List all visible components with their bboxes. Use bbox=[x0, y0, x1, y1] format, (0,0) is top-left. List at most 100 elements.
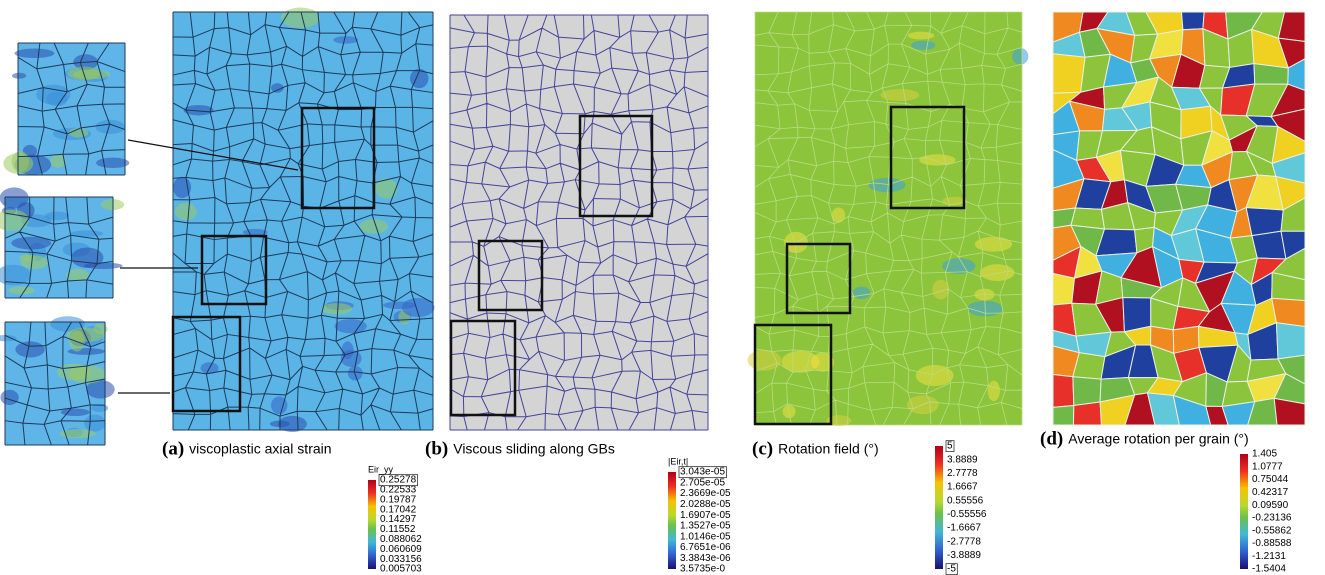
colorbar bbox=[1240, 454, 1248, 569]
strain-spot bbox=[932, 279, 950, 300]
colorbar-label: 2.3669e-05 bbox=[680, 488, 731, 499]
colorbar-label: -1.2131 bbox=[1252, 551, 1286, 562]
label-box bbox=[378, 474, 418, 487]
strain-spot bbox=[0, 264, 31, 286]
strain-spot bbox=[14, 48, 55, 59]
colorbar-label: 2.0288e-05 bbox=[680, 499, 731, 510]
colorbar-label: 0.75044 bbox=[1252, 474, 1289, 485]
strain-spot bbox=[59, 429, 96, 439]
grain bbox=[1052, 272, 1076, 306]
zoom-box bbox=[477, 239, 544, 312]
micrograph bbox=[0, 187, 125, 299]
colorbar bbox=[935, 446, 943, 569]
strain-spot bbox=[0, 335, 17, 342]
colorbar-label: -1.6667 bbox=[947, 523, 981, 534]
strain-spot bbox=[8, 286, 35, 295]
zoom-box bbox=[785, 242, 852, 315]
strain-spot bbox=[95, 119, 126, 134]
grain-boundaries bbox=[4, 321, 106, 446]
captions: (a) viscoplastic axial strain Eir_yy0.2527… bbox=[162, 428, 1292, 575]
strain-spot bbox=[93, 323, 108, 335]
strain-spot bbox=[974, 236, 1013, 252]
label-box bbox=[678, 466, 727, 479]
label-box bbox=[945, 440, 955, 453]
colorbar-label: 1.0777 bbox=[1252, 461, 1283, 472]
grain bbox=[1072, 401, 1102, 426]
grain-boundaries bbox=[17, 42, 126, 176]
micrograph bbox=[449, 14, 709, 431]
strain-spot bbox=[69, 364, 106, 384]
zoom-box bbox=[578, 114, 654, 218]
colorbar-label: -0.23136 bbox=[1252, 513, 1292, 524]
panel-caption: Average rotation per grain (°) bbox=[1068, 431, 1248, 447]
micrograph-bg bbox=[173, 12, 433, 430]
strain-spot bbox=[321, 303, 353, 315]
strain-spot bbox=[911, 40, 936, 50]
colorbar-label: 2.7778 bbox=[947, 468, 978, 479]
arrow bbox=[127, 139, 299, 171]
strain-spot bbox=[66, 268, 90, 282]
colorbar-label: 0.42317 bbox=[1252, 487, 1289, 498]
panel-label: (d) bbox=[1040, 428, 1063, 449]
panel-label: (b) bbox=[425, 438, 448, 459]
micrograph bbox=[3, 42, 130, 176]
colorbar-label: 0.11552 bbox=[380, 524, 416, 535]
colorbar-label: 3.5735e-0 bbox=[680, 564, 725, 575]
zoom-box bbox=[753, 323, 833, 426]
grain bbox=[1275, 322, 1306, 360]
grain-boundaries bbox=[754, 11, 1023, 426]
strain-spot bbox=[333, 36, 359, 44]
colorbar-label: 0.033156 bbox=[380, 554, 422, 565]
panel-caption: Rotation field (°) bbox=[778, 441, 879, 457]
strain-spot bbox=[44, 211, 70, 221]
colorbar-label: 6.7651e-06 bbox=[680, 542, 731, 553]
colorbar-label: -5 bbox=[947, 564, 956, 575]
strain-spot bbox=[409, 68, 429, 89]
strain-spot bbox=[60, 408, 90, 417]
colorbar-label: 1.405 bbox=[1252, 449, 1277, 460]
colorbar-label: 0.088062 bbox=[380, 534, 422, 545]
grain bbox=[1072, 376, 1102, 407]
grain bbox=[1052, 53, 1086, 94]
colorbar-label: -0.55862 bbox=[1252, 525, 1292, 536]
strain-spot bbox=[69, 330, 85, 352]
strain-spot bbox=[980, 264, 1015, 281]
colorbar-label: 0.060609 bbox=[380, 544, 422, 555]
strain-spot bbox=[91, 404, 109, 413]
strain-spot bbox=[11, 151, 29, 173]
grain bbox=[1072, 352, 1106, 380]
panels bbox=[0, 7, 1306, 446]
strain-spot bbox=[278, 415, 307, 433]
zoom-box bbox=[200, 234, 268, 306]
grain bbox=[1273, 397, 1306, 426]
micrograph bbox=[0, 316, 115, 446]
strain-spot bbox=[942, 258, 976, 274]
colorbar-title: |Eir,t| bbox=[668, 456, 688, 466]
colorbar-label: 3.3843e-06 bbox=[680, 553, 731, 564]
strain-spot bbox=[375, 178, 398, 199]
strain-spot bbox=[84, 414, 106, 432]
micrograph bbox=[747, 11, 1029, 427]
grain bbox=[1180, 11, 1205, 31]
colorbar bbox=[668, 472, 676, 569]
strain-spot bbox=[347, 365, 363, 381]
zoom-box bbox=[171, 315, 242, 413]
colorbar-label: 1.6907e-05 bbox=[680, 510, 731, 521]
grain bbox=[1251, 230, 1287, 260]
strain-spot bbox=[831, 207, 846, 223]
colorbar-label: -0.55556 bbox=[947, 509, 987, 520]
colorbar-label: 0.55556 bbox=[947, 495, 984, 506]
strain-spot bbox=[919, 154, 956, 166]
strain-spot bbox=[174, 202, 197, 221]
colorbar-label: 0.17042 bbox=[380, 504, 417, 515]
strain-spot bbox=[15, 341, 45, 358]
strain-spot bbox=[242, 228, 268, 236]
strain-spot bbox=[50, 154, 66, 168]
strain-spot bbox=[359, 219, 389, 234]
colorbar-title: Eir_yy bbox=[368, 464, 394, 474]
strain-spot bbox=[880, 88, 920, 102]
micrograph bbox=[1052, 11, 1306, 426]
strain-spot bbox=[183, 104, 214, 116]
strain-spot bbox=[826, 415, 852, 427]
strain-spot bbox=[280, 7, 320, 28]
